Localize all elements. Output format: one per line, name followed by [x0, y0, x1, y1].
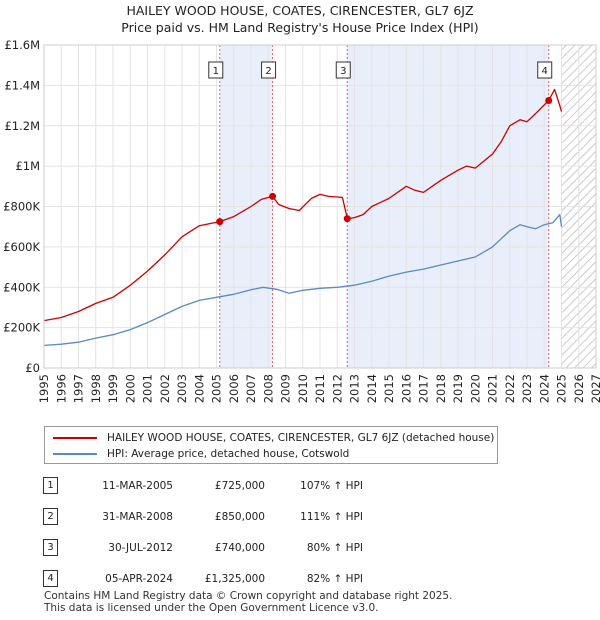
x-tick-label: 2007	[244, 374, 258, 403]
sale-price: £850,000	[214, 510, 265, 523]
x-tick-label: 2015	[382, 374, 396, 403]
x-tick-label: 2027	[589, 374, 600, 403]
sale-price: £1,325,000	[204, 572, 265, 585]
sale-date: 05-APR-2024	[105, 572, 173, 585]
y-tick-label: £200K	[3, 321, 40, 335]
plot-frame	[43, 44, 597, 369]
x-tick-label: 1998	[89, 374, 103, 403]
x-tick-label: 2004	[192, 374, 206, 403]
table-row: 1 11-MAR-2005 £725,000 107% ↑ HPI	[43, 470, 363, 501]
sale-price: £725,000	[214, 479, 265, 492]
sale-label-number: 4	[542, 66, 548, 77]
sale-number-badge: 2	[43, 508, 58, 525]
x-tick-label: 2012	[330, 374, 344, 403]
x-tick-label: 2016	[399, 374, 413, 403]
legend-label-hpi: HPI: Average price, detached house, Cots…	[107, 448, 350, 460]
table-row: 2 31-MAR-2008 £850,000 111% ↑ HPI	[43, 501, 363, 532]
y-tick-label: £1.6M	[4, 38, 40, 52]
sale-date: 30-JUL-2012	[108, 541, 173, 554]
sale-label-box	[208, 61, 224, 79]
legend-label-property: HAILEY WOOD HOUSE, COATES, CIRENCESTER, …	[107, 432, 495, 444]
price-chart: 1 2 3 4 £0 £200K £400K £600K £800K £1M £1.2M £1.4M £…	[3, 38, 600, 403]
x-tick-label: 2006	[227, 374, 241, 403]
sale-label-number: 2	[265, 66, 271, 77]
x-tick-label: 1996	[54, 374, 68, 403]
sale-hpi-change: 82% ↑ HPI	[306, 572, 363, 585]
x-tick-label: 2021	[486, 374, 500, 403]
x-tick-label: 2013	[348, 374, 362, 403]
x-tick-label: 2026	[572, 374, 586, 403]
x-tick-label: 2011	[313, 374, 327, 403]
sale-number-badge: 3	[43, 539, 58, 556]
x-tick-label: 1999	[106, 374, 120, 403]
legend: HAILEY WOOD HOUSE, COATES, CIRENCESTER, …	[44, 426, 498, 464]
hpi-series-line	[43, 213, 563, 347]
sale-label-box	[335, 61, 351, 79]
sale-number-badge: 1	[43, 477, 58, 494]
sale-point	[545, 97, 553, 105]
x-tick-label: 2023	[520, 374, 534, 403]
y-tick-label: £1.2M	[4, 119, 40, 133]
y-tick-label: £400K	[3, 280, 40, 294]
x-tick-label: 2017	[417, 374, 431, 403]
x-tick-label: 2010	[296, 374, 310, 403]
sale-label-box	[261, 61, 277, 79]
sale-date: 31-MAR-2008	[102, 510, 173, 523]
chart-subtitle: Price paid vs. HM Land Registry's House …	[121, 20, 479, 35]
x-tick-label: 2024	[537, 374, 551, 403]
legend-swatch-property	[53, 437, 97, 439]
sale-label-box	[537, 61, 553, 79]
y-tick-label: £1.4M	[4, 78, 40, 92]
sale-point	[269, 192, 277, 200]
sale-hpi-change: 107% ↑ HPI	[300, 479, 363, 492]
x-tick-label: 2022	[503, 374, 517, 403]
sale-hpi-change: 80% ↑ HPI	[306, 541, 363, 554]
chart-title: HAILEY WOOD HOUSE, COATES, CIRENCESTER, …	[126, 3, 474, 18]
transactions-table: 1 11-MAR-2005 £725,000 107% ↑ HPI 2 31-M…	[43, 470, 363, 594]
table-row: 4 05-APR-2024 £1,325,000 82% ↑ HPI	[43, 563, 363, 594]
x-tick-label: 2014	[365, 374, 379, 403]
x-tick-label: 2019	[451, 374, 465, 403]
x-tick-label: 2000	[123, 374, 137, 403]
footer-copyright: Contains HM Land Registry data © Crown c…	[44, 590, 453, 602]
y-tick-label: £800K	[3, 200, 40, 214]
x-tick-label: 2018	[434, 374, 448, 403]
sale-label-number: 1	[213, 66, 219, 77]
legend-item-hpi: HPI: Average price, detached house, Cots…	[45, 446, 349, 462]
x-tick-label: 2003	[175, 374, 189, 403]
y-tick-label: £1M	[15, 159, 40, 173]
sale-price: £740,000	[214, 541, 265, 554]
x-tick-label: 2025	[555, 374, 569, 403]
x-tick-label: 1997	[72, 374, 86, 403]
sale-label-number: 3	[340, 66, 346, 77]
x-tick-label: 2009	[279, 374, 293, 403]
table-row: 3 30-JUL-2012 £740,000 80% ↑ HPI	[43, 532, 363, 563]
sale-point	[343, 215, 351, 223]
x-tick-label: 2008	[261, 374, 275, 403]
y-tick-label: £600K	[3, 240, 40, 254]
y-tick-label: £0	[25, 361, 40, 375]
legend-item-property: HAILEY WOOD HOUSE, COATES, CIRENCESTER, …	[45, 430, 494, 446]
sale-date: 11-MAR-2005	[102, 479, 173, 492]
sale-point	[216, 218, 224, 226]
sale-number-badge: 4	[43, 570, 58, 587]
footer: Contains HM Land Registry data © Crown c…	[44, 590, 452, 614]
property-series-line	[43, 88, 563, 322]
x-tick-label: 1995	[37, 374, 51, 403]
legend-swatch-hpi	[53, 453, 97, 455]
x-tick-label: 2001	[141, 374, 155, 403]
x-tick-label: 2002	[158, 374, 172, 403]
x-tick-label: 2020	[468, 374, 482, 403]
footer-licence: This data is licensed under the Open Gov…	[44, 602, 379, 614]
x-tick-label: 2005	[210, 374, 224, 403]
sale-hpi-change: 111% ↑ HPI	[300, 510, 363, 523]
